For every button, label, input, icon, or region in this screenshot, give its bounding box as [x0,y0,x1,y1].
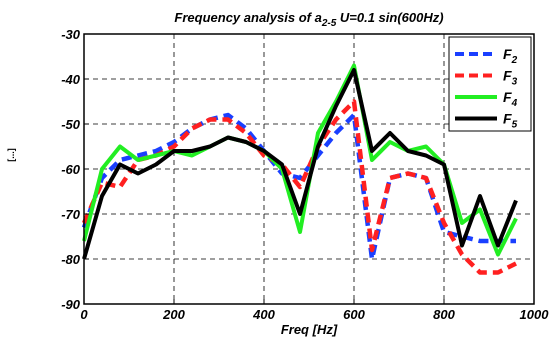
y-tick-label: -50 [61,117,81,132]
ticks: 0 200 400 600 800 1000 -30 -40 -50 -60 -70 -80 -90 [61,27,549,322]
x-tick-label: 600 [343,307,365,322]
x-tick-label: 0 [80,307,88,322]
y-tick-label: -40 [61,72,81,87]
x-tick-label: 1000 [520,307,550,322]
y-tick-label: -80 [61,252,81,267]
x-tick-label: 200 [162,307,185,322]
y-tick-label: -90 [61,297,81,312]
y-tick-label: -30 [61,27,81,42]
legend-label-f3: F3 [503,68,518,88]
legend-label-f2: F2 [503,46,518,66]
legend-label-f4: F4 [503,89,518,109]
series-group [81,63,518,275]
chart-title: Frequency analysis of a2-5 U=0.1 sin(600… [174,10,443,29]
y-axis-label: [...] [6,148,16,162]
x-axis-label: Freq [Hz] [281,322,338,337]
x-tick-label: 800 [433,307,455,322]
legend-label-f5: F5 [503,111,518,131]
series-line-f5 [82,68,518,260]
y-tick-label: -70 [61,207,81,222]
x-tick-label: 400 [252,307,275,322]
y-tick-label: -60 [61,162,81,177]
series-line-f2 [81,112,516,262]
